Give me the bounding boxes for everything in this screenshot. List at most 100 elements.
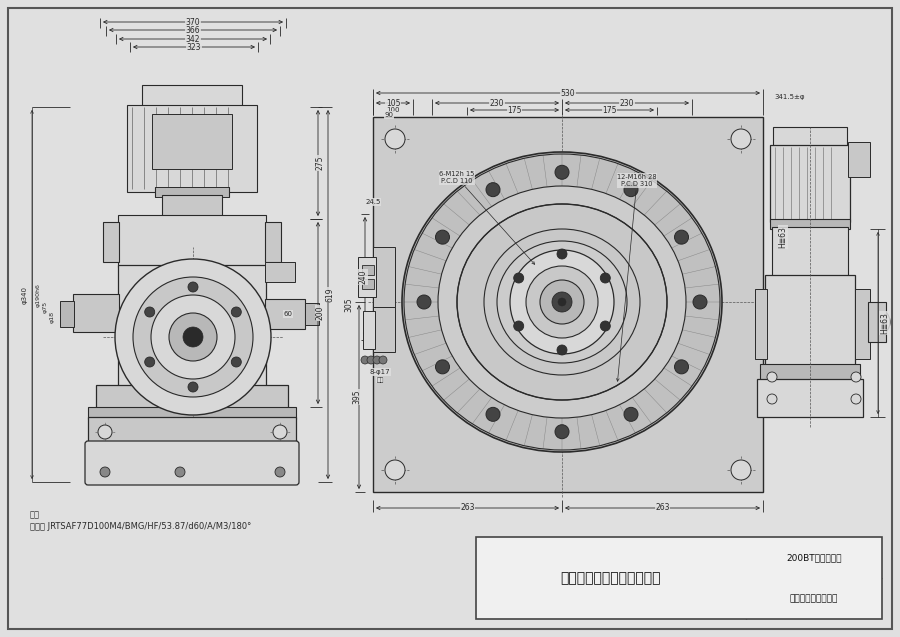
Circle shape <box>557 345 567 355</box>
Ellipse shape <box>438 186 686 418</box>
Bar <box>757 379 863 417</box>
Text: H≣63: H≣63 <box>778 226 788 248</box>
Circle shape <box>436 230 449 244</box>
Circle shape <box>624 183 638 197</box>
Circle shape <box>731 129 751 149</box>
Circle shape <box>557 249 567 259</box>
Circle shape <box>175 467 185 477</box>
Text: φ190h6: φ190h6 <box>35 283 40 307</box>
Circle shape <box>151 295 235 379</box>
Circle shape <box>100 467 110 477</box>
Text: 200: 200 <box>316 306 325 320</box>
Ellipse shape <box>457 204 667 400</box>
Bar <box>265 222 281 262</box>
Bar <box>760 364 860 382</box>
Circle shape <box>514 273 524 283</box>
Circle shape <box>98 425 112 439</box>
Bar <box>855 289 870 359</box>
Circle shape <box>552 292 572 312</box>
Bar <box>162 195 222 219</box>
Circle shape <box>145 307 155 317</box>
Circle shape <box>555 425 569 439</box>
Circle shape <box>767 372 777 382</box>
Circle shape <box>385 460 405 480</box>
Circle shape <box>379 356 387 364</box>
Circle shape <box>514 321 524 331</box>
Circle shape <box>851 372 861 382</box>
Bar <box>265 262 295 282</box>
Circle shape <box>540 280 584 324</box>
Circle shape <box>674 230 688 244</box>
Bar <box>868 302 886 342</box>
Text: 175: 175 <box>602 106 616 115</box>
Text: 6-M12h 15
P.C.D 110: 6-M12h 15 P.C.D 110 <box>439 171 535 264</box>
Bar <box>765 275 855 367</box>
Bar <box>476 537 882 619</box>
Bar <box>305 303 319 325</box>
Text: 24.5: 24.5 <box>365 199 381 205</box>
Text: 230: 230 <box>490 99 504 108</box>
Circle shape <box>417 295 431 309</box>
Text: 619: 619 <box>326 288 335 302</box>
Bar <box>103 222 119 262</box>
Bar <box>772 227 848 277</box>
Circle shape <box>510 250 614 354</box>
Bar <box>152 114 232 169</box>
Text: φ75: φ75 <box>42 301 48 313</box>
Circle shape <box>275 467 285 477</box>
Circle shape <box>133 277 253 397</box>
Bar <box>265 299 305 329</box>
Text: φ340: φ340 <box>22 286 28 304</box>
Circle shape <box>169 313 217 361</box>
Text: 341.5±φ: 341.5±φ <box>774 94 805 100</box>
Circle shape <box>526 266 598 338</box>
Text: 240: 240 <box>358 269 367 284</box>
Text: 370: 370 <box>185 17 201 27</box>
Bar <box>60 301 74 327</box>
Circle shape <box>188 282 198 292</box>
Circle shape <box>558 298 566 306</box>
Bar <box>755 289 767 359</box>
Circle shape <box>145 357 155 367</box>
Circle shape <box>231 357 241 367</box>
Bar <box>770 219 850 229</box>
Bar <box>373 307 395 352</box>
Circle shape <box>115 259 271 415</box>
Text: 366: 366 <box>185 25 201 34</box>
Text: 100: 100 <box>386 107 400 113</box>
Circle shape <box>600 273 610 283</box>
Circle shape <box>188 382 198 392</box>
Circle shape <box>851 394 861 404</box>
Text: 90: 90 <box>384 112 393 118</box>
Circle shape <box>486 183 500 197</box>
Text: H≣63: H≣63 <box>880 312 889 334</box>
Ellipse shape <box>484 229 640 375</box>
Bar <box>73 294 119 332</box>
Circle shape <box>555 165 569 179</box>
Circle shape <box>273 425 287 439</box>
Text: 342: 342 <box>185 34 201 43</box>
Text: 305: 305 <box>345 297 354 312</box>
Circle shape <box>373 356 381 364</box>
Bar <box>358 257 376 297</box>
Bar <box>118 215 266 267</box>
Circle shape <box>436 360 449 374</box>
Circle shape <box>361 356 369 364</box>
Bar <box>118 265 266 387</box>
Bar <box>773 127 847 147</box>
Bar <box>155 187 229 197</box>
Text: 263: 263 <box>655 503 670 513</box>
Circle shape <box>600 321 610 331</box>
Bar <box>363 311 375 349</box>
Bar <box>373 117 763 492</box>
Text: 230: 230 <box>620 99 634 108</box>
Text: 175: 175 <box>508 106 522 115</box>
Bar <box>142 85 242 107</box>
Text: 530: 530 <box>561 89 575 97</box>
Circle shape <box>367 356 375 364</box>
Circle shape <box>486 407 500 421</box>
Circle shape <box>674 360 688 374</box>
Text: φ18: φ18 <box>50 311 55 323</box>
Ellipse shape <box>402 152 722 452</box>
Text: 200BT小轴重载型: 200BT小轴重载型 <box>787 554 842 562</box>
